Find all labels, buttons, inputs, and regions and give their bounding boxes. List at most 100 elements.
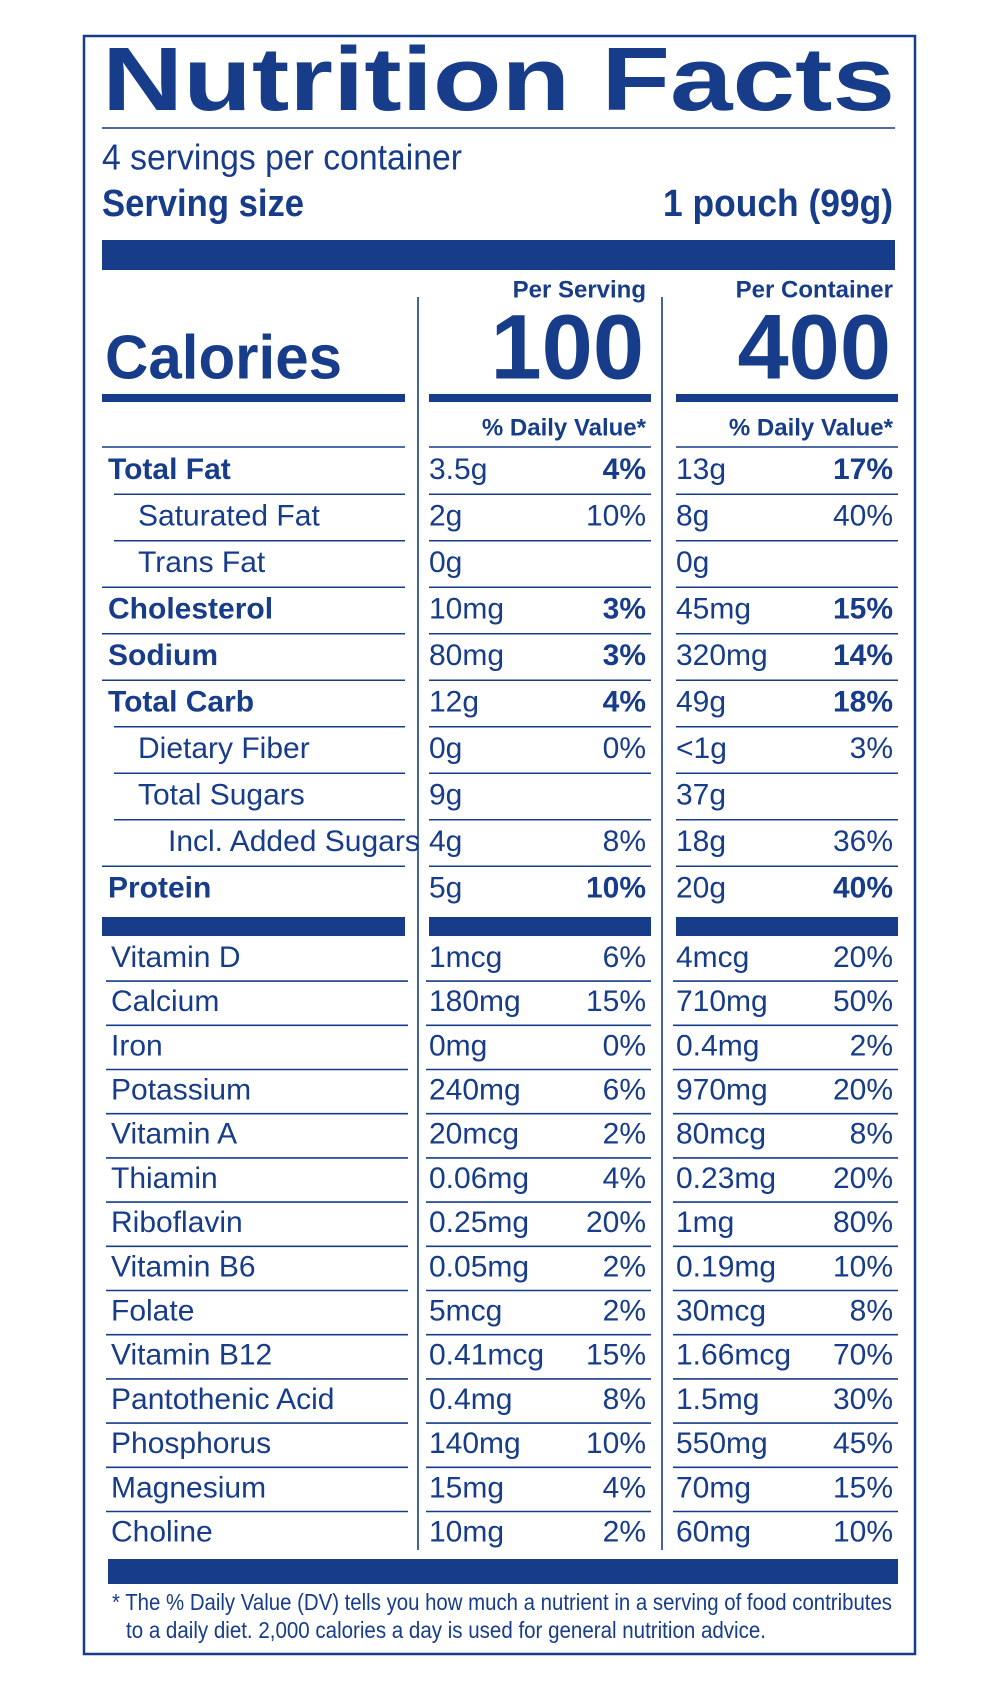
bar: [429, 394, 651, 402]
nutrient-name: Folate: [111, 1295, 194, 1328]
amount: 0.41mcg: [429, 1339, 544, 1372]
nutrient-name: Pantothenic Acid: [111, 1383, 335, 1416]
amount: 1.66mcg: [676, 1339, 791, 1372]
daily-value: 8%: [850, 1295, 893, 1328]
bar: [429, 917, 651, 936]
daily-value: 3%: [603, 639, 646, 672]
daily-value: 18%: [833, 685, 893, 718]
nutrient-name: Potassium: [111, 1074, 251, 1107]
daily-value: 3%: [603, 592, 646, 625]
nutrient-name: Vitamin B12: [111, 1339, 272, 1372]
title: Nutrition Facts: [102, 30, 895, 130]
daily-value: 10%: [586, 871, 646, 904]
amount: 2g: [429, 499, 462, 532]
amount: 20mcg: [429, 1118, 519, 1151]
nutrient-name: Dietary Fiber: [138, 732, 310, 765]
amount: 5mcg: [429, 1295, 502, 1328]
amount: 320mg: [676, 639, 768, 672]
daily-value: 4%: [603, 1471, 646, 1504]
daily-value: 10%: [586, 1427, 646, 1460]
amount: 970mg: [676, 1074, 768, 1107]
daily-value: 8%: [603, 825, 646, 858]
daily-value: 40%: [833, 499, 893, 532]
amount: 30mcg: [676, 1295, 766, 1328]
amount: 80mg: [429, 639, 504, 672]
nutrient-name: Total Sugars: [138, 778, 305, 811]
daily-value: 8%: [603, 1383, 646, 1416]
amount: 10mg: [429, 1516, 504, 1549]
daily-value: 45%: [833, 1427, 893, 1460]
amount: 0.4mg: [676, 1029, 759, 1062]
nutrient-name: Magnesium: [111, 1471, 266, 1504]
daily-value: 70%: [833, 1339, 893, 1372]
amount: 49g: [676, 685, 726, 718]
amount: 0.06mg: [429, 1162, 529, 1195]
nutrient-name: Riboflavin: [111, 1206, 243, 1239]
nutrient-name: Trans Fat: [138, 546, 266, 579]
daily-value: 15%: [833, 1471, 893, 1504]
thick-bar: [102, 240, 895, 270]
bar: [102, 394, 405, 402]
amount: 0.23mg: [676, 1162, 776, 1195]
nutrient-name: Incl. Added Sugars: [168, 825, 420, 858]
amount: 20g: [676, 871, 726, 904]
daily-value: 8%: [850, 1118, 893, 1151]
nutrient-name: Saturated Fat: [138, 499, 320, 532]
nutrient-name: Total Fat: [108, 453, 231, 486]
amount: 37g: [676, 778, 726, 811]
daily-value: 20%: [586, 1206, 646, 1239]
amount: 0g: [676, 546, 709, 579]
amount: 3.5g: [429, 453, 487, 486]
daily-value: 6%: [603, 941, 646, 974]
amount: 9g: [429, 778, 462, 811]
daily-value-heading: % Daily Value*: [729, 414, 894, 441]
amount: 80mcg: [676, 1118, 766, 1151]
amount: 8g: [676, 499, 709, 532]
amount: 13g: [676, 453, 726, 486]
daily-value: 2%: [603, 1295, 646, 1328]
amount: 0g: [429, 732, 462, 765]
column-heading: Per Serving: [513, 276, 646, 303]
amount: 70mg: [676, 1471, 751, 1504]
nutrient-name: Vitamin B6: [111, 1250, 256, 1283]
daily-value: 6%: [603, 1074, 646, 1107]
amount: 15mg: [429, 1471, 504, 1504]
amount: 240mg: [429, 1074, 521, 1107]
daily-value: 4%: [603, 1162, 646, 1195]
daily-value: 3%: [850, 732, 893, 765]
column-heading: Per Container: [736, 276, 893, 303]
footnote: to a daily diet. 2,000 calories a day is…: [126, 1617, 766, 1643]
daily-value: 2%: [603, 1118, 646, 1151]
daily-value-heading: % Daily Value*: [482, 414, 647, 441]
nutrient-name: Vitamin D: [111, 941, 241, 974]
daily-value: 4%: [603, 685, 646, 718]
daily-value: 2%: [603, 1250, 646, 1283]
bar: [676, 917, 898, 936]
amount: 4mcg: [676, 941, 749, 974]
nutrient-name: Cholesterol: [108, 592, 273, 625]
amount: 0.25mg: [429, 1206, 529, 1239]
amount: 1mg: [676, 1206, 734, 1239]
amount: <1g: [676, 732, 727, 765]
amount: 710mg: [676, 985, 768, 1018]
amount: 550mg: [676, 1427, 768, 1460]
daily-value: 2%: [850, 1029, 893, 1062]
nutrient-name: Iron: [111, 1029, 163, 1062]
footnote: * The % Daily Value (DV) tells you how m…: [112, 1589, 892, 1615]
amount: 180mg: [429, 985, 521, 1018]
bar: [102, 917, 405, 936]
amount: 0g: [429, 546, 462, 579]
serving-size: 1 pouch (99g): [663, 183, 893, 225]
nutrient-name: Calcium: [111, 985, 219, 1018]
amount: 18g: [676, 825, 726, 858]
daily-value: 15%: [586, 1339, 646, 1372]
amount: 0.05mg: [429, 1250, 529, 1283]
daily-value: 20%: [833, 1162, 893, 1195]
daily-value: 30%: [833, 1383, 893, 1416]
daily-value: 10%: [833, 1250, 893, 1283]
amount: 0mg: [429, 1029, 487, 1062]
calories-value: 100: [491, 296, 645, 398]
daily-value: 20%: [833, 941, 893, 974]
serving-size-label: Serving size: [102, 183, 304, 225]
